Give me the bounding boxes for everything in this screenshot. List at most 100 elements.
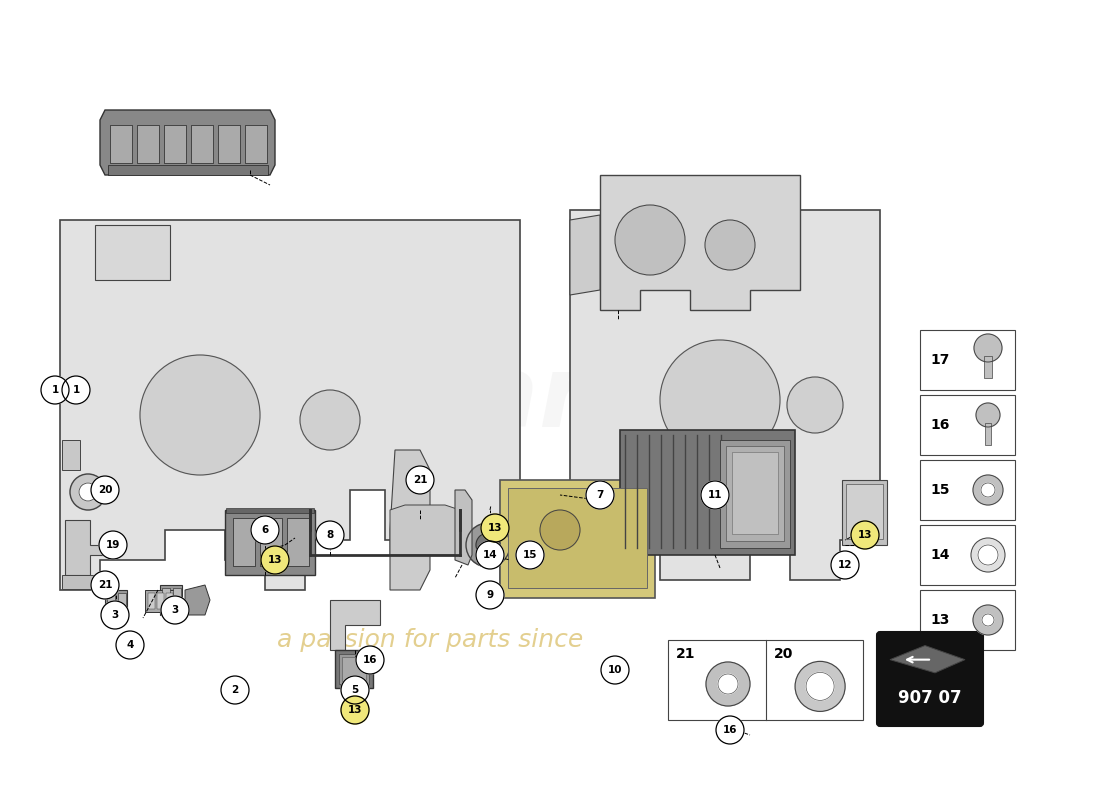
Text: 1: 1 — [73, 385, 79, 395]
Circle shape — [701, 481, 729, 509]
FancyBboxPatch shape — [920, 590, 1015, 650]
Circle shape — [140, 355, 260, 475]
Circle shape — [981, 483, 996, 497]
FancyBboxPatch shape — [668, 640, 864, 720]
FancyBboxPatch shape — [726, 446, 784, 541]
Circle shape — [978, 545, 998, 565]
Circle shape — [976, 403, 1000, 427]
FancyBboxPatch shape — [920, 525, 1015, 585]
Text: 14: 14 — [930, 548, 949, 562]
FancyBboxPatch shape — [110, 125, 132, 163]
FancyBboxPatch shape — [62, 440, 80, 470]
Text: 1: 1 — [52, 385, 58, 395]
FancyBboxPatch shape — [500, 480, 654, 598]
Text: 13: 13 — [267, 555, 283, 565]
Text: 21: 21 — [676, 647, 695, 662]
Text: 13: 13 — [348, 705, 362, 715]
FancyBboxPatch shape — [984, 356, 992, 378]
Text: 8: 8 — [327, 530, 333, 540]
FancyBboxPatch shape — [720, 440, 790, 548]
Circle shape — [830, 551, 859, 579]
Text: 11: 11 — [707, 490, 723, 500]
FancyBboxPatch shape — [157, 593, 164, 609]
Polygon shape — [60, 220, 520, 590]
FancyBboxPatch shape — [842, 480, 887, 545]
Polygon shape — [890, 646, 965, 673]
Polygon shape — [390, 450, 430, 590]
Circle shape — [476, 533, 501, 557]
Circle shape — [705, 220, 755, 270]
Circle shape — [466, 523, 510, 567]
FancyBboxPatch shape — [145, 590, 175, 612]
Circle shape — [718, 674, 738, 694]
FancyBboxPatch shape — [104, 590, 126, 620]
Text: 13: 13 — [487, 523, 503, 533]
Text: a passion for parts since: a passion for parts since — [277, 628, 583, 652]
Circle shape — [974, 334, 1002, 362]
Polygon shape — [600, 175, 800, 310]
Text: 7: 7 — [596, 490, 604, 500]
FancyBboxPatch shape — [118, 593, 127, 615]
FancyBboxPatch shape — [233, 518, 255, 566]
FancyBboxPatch shape — [342, 657, 366, 681]
Circle shape — [261, 546, 289, 574]
Text: 4: 4 — [126, 640, 134, 650]
Text: 16: 16 — [363, 655, 377, 665]
Circle shape — [974, 475, 1003, 505]
Text: 16: 16 — [930, 418, 949, 432]
FancyBboxPatch shape — [148, 593, 155, 609]
Circle shape — [716, 716, 744, 744]
Polygon shape — [100, 110, 275, 175]
FancyBboxPatch shape — [508, 488, 647, 588]
FancyBboxPatch shape — [138, 125, 160, 163]
FancyBboxPatch shape — [920, 460, 1015, 520]
Polygon shape — [390, 505, 460, 555]
Circle shape — [851, 521, 879, 549]
Circle shape — [101, 601, 129, 629]
Circle shape — [406, 466, 434, 494]
Text: 3: 3 — [111, 610, 119, 620]
Circle shape — [62, 376, 90, 404]
Circle shape — [316, 521, 344, 549]
FancyBboxPatch shape — [287, 518, 309, 566]
FancyBboxPatch shape — [620, 430, 795, 555]
FancyBboxPatch shape — [877, 632, 983, 726]
Text: 16: 16 — [723, 725, 737, 735]
FancyBboxPatch shape — [191, 125, 213, 163]
FancyBboxPatch shape — [107, 593, 116, 615]
Polygon shape — [570, 215, 600, 295]
Circle shape — [91, 571, 119, 599]
Text: eurospares: eurospares — [84, 351, 716, 449]
Circle shape — [974, 605, 1003, 635]
FancyBboxPatch shape — [260, 518, 282, 566]
Text: 10: 10 — [607, 665, 623, 675]
Text: 2: 2 — [231, 685, 239, 695]
Polygon shape — [455, 490, 472, 565]
Text: 17: 17 — [930, 353, 949, 367]
Circle shape — [516, 541, 544, 569]
Circle shape — [540, 510, 580, 550]
Circle shape — [971, 538, 1005, 572]
Text: 9: 9 — [486, 590, 494, 600]
FancyBboxPatch shape — [166, 593, 173, 609]
FancyBboxPatch shape — [62, 575, 102, 589]
Circle shape — [481, 514, 509, 542]
Text: 19: 19 — [106, 540, 120, 550]
FancyBboxPatch shape — [173, 588, 182, 610]
FancyBboxPatch shape — [226, 508, 314, 513]
Circle shape — [91, 476, 119, 504]
FancyBboxPatch shape — [108, 165, 268, 175]
FancyBboxPatch shape — [160, 585, 182, 615]
Text: 21: 21 — [98, 580, 112, 590]
Text: 15: 15 — [930, 483, 949, 497]
Circle shape — [221, 676, 249, 704]
Circle shape — [356, 646, 384, 674]
Text: 907 07: 907 07 — [899, 690, 961, 707]
Polygon shape — [570, 210, 880, 580]
Circle shape — [601, 656, 629, 684]
Circle shape — [341, 676, 368, 704]
Text: 13: 13 — [930, 613, 949, 627]
Text: 6: 6 — [262, 525, 268, 535]
Text: 15: 15 — [522, 550, 537, 560]
FancyBboxPatch shape — [226, 510, 315, 575]
